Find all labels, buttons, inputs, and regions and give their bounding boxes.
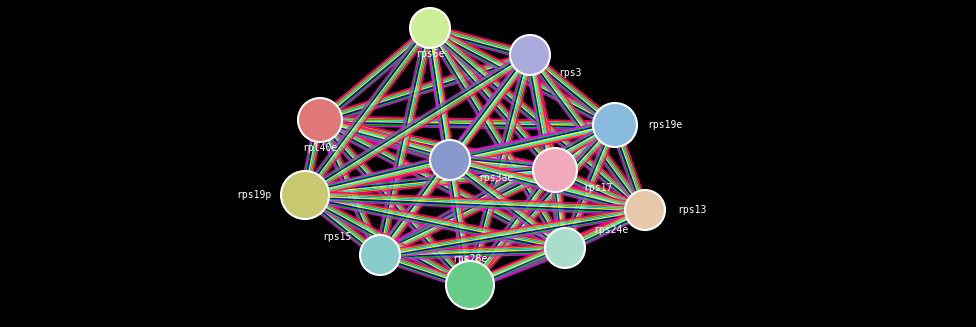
Text: rpl40e: rpl40e	[303, 143, 338, 153]
Circle shape	[545, 228, 585, 268]
Text: rps3ae: rps3ae	[478, 173, 513, 183]
Circle shape	[533, 148, 577, 192]
Text: rps19e: rps19e	[647, 120, 682, 130]
Text: rps15: rps15	[323, 232, 352, 242]
Circle shape	[625, 190, 665, 230]
Text: rps24e: rps24e	[593, 225, 629, 235]
Circle shape	[446, 261, 494, 309]
Circle shape	[410, 8, 450, 48]
Text: rps19p: rps19p	[236, 190, 271, 200]
Text: rps6e: rps6e	[416, 49, 445, 59]
Circle shape	[430, 140, 470, 180]
Circle shape	[510, 35, 550, 75]
Text: rps17: rps17	[583, 183, 612, 193]
Circle shape	[360, 235, 400, 275]
Circle shape	[593, 103, 637, 147]
Text: rps28e: rps28e	[452, 254, 488, 264]
Circle shape	[298, 98, 342, 142]
Circle shape	[281, 171, 329, 219]
Text: rps13: rps13	[677, 205, 707, 215]
Text: rps3: rps3	[558, 68, 582, 78]
